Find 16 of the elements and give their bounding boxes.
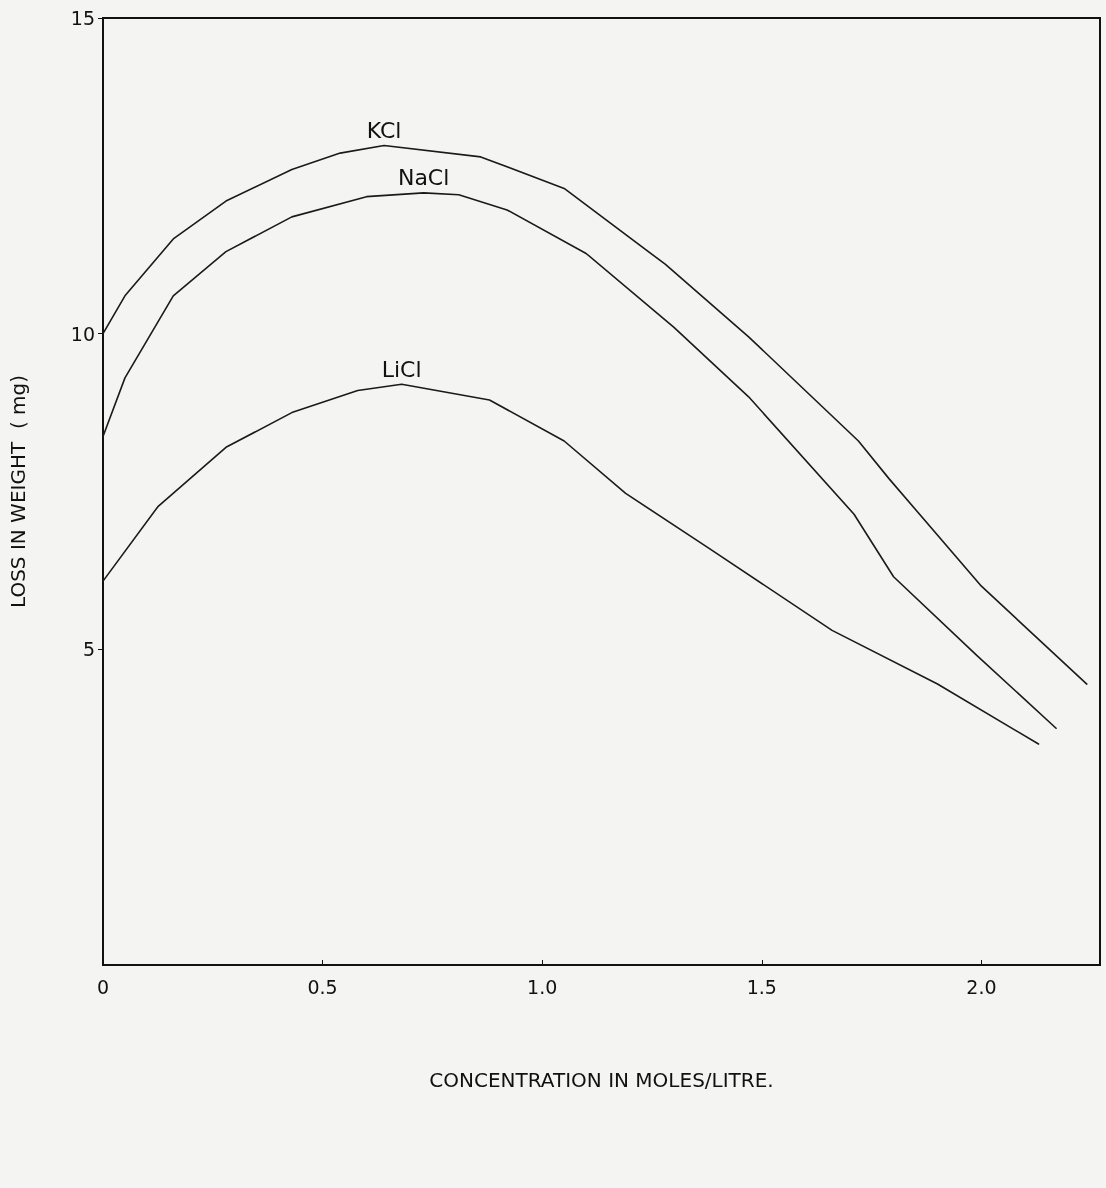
x-tick-label: 2.0 [966,975,997,998]
y-tick-label: 15 [70,7,95,29]
y-tick-label: 5 [82,638,95,661]
line-series [102,144,1088,685]
x-tick-label: 1.5 [746,975,777,998]
line-series [102,383,1040,745]
series-label: NaCl [397,165,450,191]
y-tick-label: 10 [70,322,95,345]
series-label: KCl [366,118,402,144]
x-tick-label: 1.0 [527,975,558,998]
series-label: LiCl [381,356,422,382]
x-axis-title: CONCENTRATION IN MOLES/LITRE. [429,1068,774,1092]
line-series [102,192,1057,730]
x-tick-label: 0 [96,975,110,998]
y-axis-title: LOSS IN WEIGHT ( mg) [6,374,30,609]
x-tick-label: 0.5 [307,975,338,998]
